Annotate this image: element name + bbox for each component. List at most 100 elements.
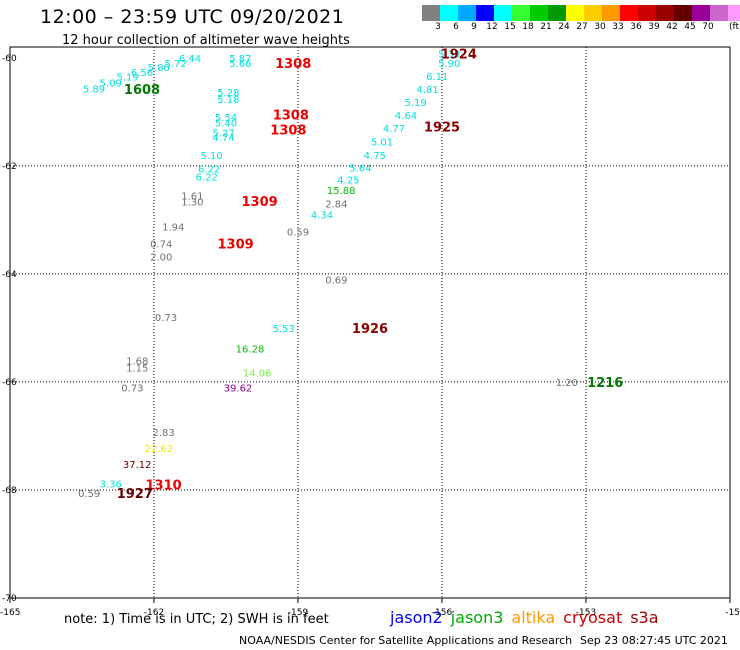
pass-time-label: 1308	[270, 124, 306, 139]
color-legend-label: 18	[522, 22, 534, 32]
wave-height-label: 4.81	[416, 85, 438, 96]
chart-subtitle: 12 hour collection of altimeter wave hei…	[62, 33, 350, 48]
pass-time-label: 1924	[441, 47, 477, 62]
data-labels: 6.445.725.806.565.195.095.89 16085.875.66…	[78, 47, 623, 502]
pass-time-label: 1309	[242, 195, 278, 210]
color-swatch	[440, 5, 458, 21]
wave-height-label: 39.62	[224, 383, 253, 394]
wave-height-label: 5.90	[438, 59, 460, 70]
wave-height-label: 0.69	[325, 275, 347, 286]
pass-time-label: 1308	[275, 57, 311, 72]
color-swatch	[692, 5, 710, 21]
wave-height-label: 4.75	[364, 151, 386, 162]
y-tick-label: -68	[2, 486, 17, 496]
color-legend-label: 39	[648, 22, 660, 32]
x-tick-label: -156	[432, 608, 453, 618]
color-swatch	[674, 5, 692, 21]
wave-height-label: 1.30	[181, 197, 203, 208]
wave-height-label: 1.61	[181, 192, 203, 203]
color-legend-label: 70	[702, 22, 714, 32]
wave-height-label: 1.94	[162, 222, 184, 233]
satellite-legend: jason2 jason3 altika cryosat s3a	[390, 608, 667, 627]
wave-height-label: 0.73	[155, 313, 177, 324]
color-swatch	[530, 5, 548, 21]
wave-height-label: 5.53	[272, 324, 294, 335]
wave-height-label: 14.06	[243, 369, 272, 380]
wave-height-label: 6.22	[196, 173, 218, 184]
color-legend-label: 27	[576, 22, 588, 32]
wave-height-label: 6.22	[198, 165, 220, 176]
wave-height-label: 4.64	[395, 111, 417, 122]
satellite-jason3: jason3	[450, 608, 504, 627]
color-swatch	[548, 5, 566, 21]
x-tick-label: -153	[576, 608, 596, 618]
pass-time-label: 1608	[124, 83, 160, 98]
wave-height-label: 2.83	[152, 428, 174, 439]
color-swatch	[638, 5, 656, 21]
pass-time-label: 1926	[352, 322, 388, 337]
pass-time-label: 1309	[218, 238, 254, 253]
wave-height-label: 5.40	[215, 119, 237, 130]
wave-height-label: 2.84	[325, 200, 347, 211]
color-legend-label: 12	[486, 22, 498, 32]
x-tick-label: -165	[0, 608, 20, 618]
color-swatch	[710, 5, 728, 21]
x-axis-ticks: -165 -162 -159 -156 -153 -15	[0, 598, 740, 618]
wave-height-label: 37.12	[123, 460, 152, 471]
footer-note: note: 1) Time is in UTC; 2) SWH is in fe…	[64, 612, 329, 627]
wave-height-label: 4.34	[311, 210, 333, 221]
color-swatch	[566, 5, 584, 21]
color-swatch	[728, 5, 740, 21]
wave-height-label: 1.68	[126, 356, 148, 367]
satellite-jason2: jason2	[390, 608, 443, 627]
wave-height-label: 0.59	[78, 489, 100, 500]
color-legend-label: 15	[504, 22, 516, 32]
x-tick-label: -162	[144, 608, 164, 618]
wave-height-label: 5.64	[349, 163, 371, 174]
y-tick-label: -64	[2, 270, 17, 280]
color-legend-label: 36	[630, 22, 642, 32]
color-swatch	[458, 5, 476, 21]
color-swatch	[602, 5, 620, 21]
color-legend-bar	[422, 5, 740, 21]
credit-line: NOAA/NESDIS Center for Satellite Applica…	[239, 634, 573, 647]
wave-height-label: 4.74	[212, 133, 234, 144]
pass-time-label: 1308	[273, 109, 309, 124]
wave-height-label: 5.18	[217, 95, 239, 106]
color-legend-label: 30	[594, 22, 606, 32]
color-legend-label: 6	[453, 22, 459, 32]
color-legend-label: 3	[435, 22, 441, 32]
generated-timestamp: Sep 23 08:27:45 UTC 2021	[580, 634, 728, 647]
color-swatch	[494, 5, 512, 21]
wave-height-label: 5.19	[116, 73, 138, 84]
wave-height-label: 22.62	[144, 444, 173, 455]
wave-height-label: 5.80	[148, 63, 170, 74]
wave-height-label: 5.28	[217, 88, 239, 99]
wave-height-label: 0.74	[150, 240, 172, 251]
wave-height-label: 5.66	[229, 59, 251, 70]
color-legend-label: 33	[612, 22, 624, 32]
color-swatch	[422, 5, 440, 21]
y-tick-label: -70	[2, 594, 17, 604]
wave-height-label: 1.15	[126, 363, 148, 374]
pass-time-label: 1927	[117, 487, 153, 502]
wave-height-label: 4.77	[383, 124, 405, 135]
wave-height-label: 5.87	[229, 54, 251, 65]
pass-time-label: 1310	[146, 479, 182, 494]
color-swatch	[512, 5, 530, 21]
wave-height-label: 5.10	[200, 151, 222, 162]
wave-height-label: 6.11	[426, 72, 448, 83]
plot-frame	[9, 46, 731, 599]
wave-height-label: 16.28	[236, 344, 265, 355]
color-swatch	[584, 5, 602, 21]
x-tick-label: -159	[288, 608, 309, 618]
wave-height-label: 5.72	[164, 59, 186, 70]
pass-time-label: 1216	[587, 376, 623, 391]
chart-title: 12:00 – 23:59 UTC 09/20/2021	[40, 6, 345, 28]
y-tick-label: -66	[2, 378, 17, 388]
color-swatch	[656, 5, 674, 21]
satellite-altika: altika	[511, 608, 556, 627]
color-swatch	[476, 5, 494, 21]
x-tick-label: -15	[725, 608, 740, 618]
